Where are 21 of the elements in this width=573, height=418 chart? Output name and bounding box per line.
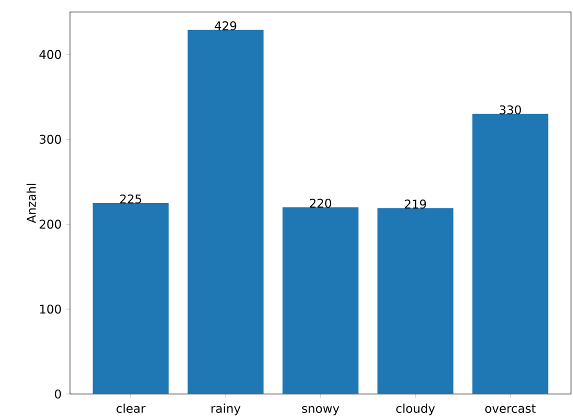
y-tick-label: 0 [54, 389, 61, 399]
x-tick-label: snowy [302, 406, 340, 416]
x-tick-label: clear [116, 404, 146, 413]
data-label: 220 [310, 198, 332, 208]
y-tick-label: 300 [40, 134, 61, 144]
x-tick-label: rainy [212, 404, 240, 416]
bar [377, 208, 454, 394]
y-tick-label: 100 [40, 304, 61, 314]
x-tick-label: overcast [485, 404, 536, 413]
data-label: 330 [500, 105, 521, 114]
bar [472, 114, 548, 394]
data-label: 219 [404, 200, 426, 209]
bar [188, 30, 264, 394]
bar [282, 207, 358, 394]
x-tick-label: cloudy [396, 404, 435, 416]
bar [92, 203, 169, 394]
y-axis-title: Anzahl [26, 184, 36, 224]
y-tick-label: 400 [39, 50, 61, 59]
data-label: 429 [214, 21, 236, 30]
y-tick-label: 200 [40, 220, 61, 229]
data-label: 225 [120, 194, 142, 204]
